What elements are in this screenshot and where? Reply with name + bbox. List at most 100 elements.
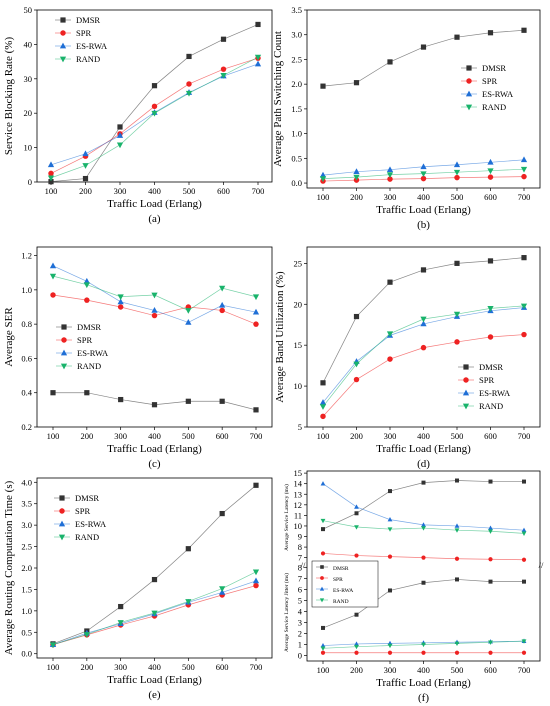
legend-marker [319,598,325,603]
legend-label: RAND [76,54,100,64]
data-point [354,525,359,530]
data-point [151,576,158,583]
x-axis-title: Traffic Load (Erlang) [107,443,202,455]
plot-frame [306,246,541,428]
chart-b: 0.0 0.5 1.0 1.5 2.0 2.5 3.0 3.5 Average Path Swi… [272,5,541,231]
data-point [220,66,227,72]
data-point [219,301,226,308]
data-point [521,531,527,536]
data-point [252,294,260,301]
data-point [522,479,526,484]
legend-marker [320,565,324,569]
legend-marker [465,104,473,111]
legend-label: RAND [75,532,99,542]
data-point [319,399,327,405]
x-tick-label: 600 [484,665,497,675]
x-tick-label: 500 [451,431,464,441]
data-point [118,396,124,403]
x-tick-label: 100 [47,662,60,672]
data-point [454,174,460,181]
data-point [49,273,57,280]
data-point [455,577,459,582]
y-tick-label: 0.0 [291,178,302,188]
data-point [522,579,526,584]
y-axis-title: Average SER [3,307,15,367]
data-point [421,650,426,655]
data-point [488,479,493,484]
y-tick-label: 1.2 [21,251,32,261]
x-tick-label: 200 [350,192,363,202]
data-point [354,641,359,646]
chart-e: 0.0 0.5 1.0 1.5 2.0 2.5 3.0 3.5 4.0 Average Routi… [3,477,273,701]
data-point [387,59,393,65]
data-point [353,313,360,320]
data-point [320,413,326,420]
x-tick-label: 400 [148,431,161,441]
x-tick-label: 400 [148,186,161,196]
x-tick-label: 500 [451,665,464,675]
data-point [253,582,259,589]
legend-marker [61,324,67,330]
series-dmsr [320,27,527,89]
data-point [151,292,158,299]
legend-label: SPR [333,577,343,583]
data-point [83,282,90,289]
data-point [421,526,426,531]
data-point [454,641,460,646]
data-point [453,161,461,168]
y-tick-label: 5 [298,595,302,605]
data-point [252,577,260,584]
legend-marker [462,389,470,396]
data-point [319,171,327,178]
legend-label: ES-RWA [482,89,514,99]
legend-marker [465,90,473,97]
chart-caption: (a) [148,213,161,225]
data-point [151,110,158,117]
y-tick-label: 12 [294,500,303,510]
legend-marker [58,534,66,541]
data-point [353,361,360,368]
series-dmsr [321,478,526,532]
series-rand [47,54,262,182]
series-rand [319,303,528,410]
data-point [219,307,225,314]
y-tick-label: 2.0 [291,79,302,89]
data-point [520,166,528,173]
data-point [319,176,327,182]
x-tick-label: 600 [216,662,229,672]
data-point [116,142,124,149]
chart-caption: (f) [418,692,429,704]
y-tick-label: 2.5 [291,54,302,64]
data-point [151,610,158,617]
y-tick-label: 8 [298,542,302,552]
y-tick-label: 0 [28,177,32,187]
data-point [521,650,527,655]
legend-label: RAND [479,401,503,411]
data-point [84,297,90,303]
data-point [48,179,54,185]
data-point [320,551,326,556]
axis-break-left: // [301,560,306,570]
plot-frame [36,477,273,659]
legend-marker [319,586,325,591]
y-tick-label: 0 [298,650,302,660]
data-point [387,650,393,655]
data-point [454,528,460,533]
data-point [319,404,327,410]
legend-marker [60,30,66,36]
x-tick-label: 100 [47,431,60,441]
data-point [117,294,124,301]
data-point [82,163,89,169]
legend-label: ES-RWA [479,388,511,398]
data-point [117,304,124,310]
data-point [488,650,493,655]
x-tick-label: 600 [484,192,497,202]
data-point [387,554,393,559]
y-tick-label: 0.8 [21,319,32,329]
data-point [386,172,394,179]
data-point [321,527,325,532]
data-point [353,376,360,383]
y-tick-label: 1.0 [21,606,32,616]
data-point [387,279,393,285]
